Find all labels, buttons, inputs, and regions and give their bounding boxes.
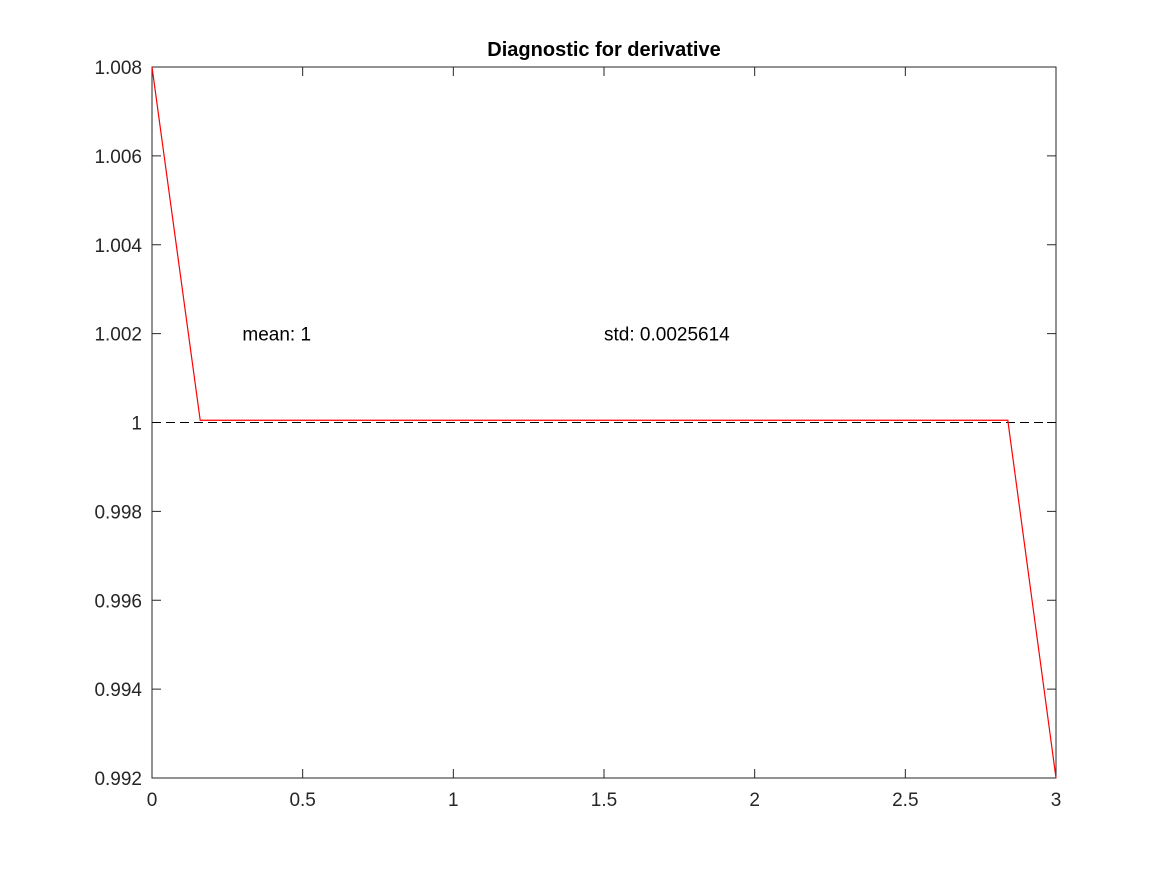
y-tick-label: 1.002 [94, 325, 142, 346]
x-tick-label: 0.5 [289, 790, 315, 811]
y-tick-label: 0.998 [94, 502, 142, 523]
chart-title: Diagnostic for derivative [487, 39, 720, 61]
annotation-text: std: 0.0025614 [604, 325, 730, 346]
y-tick-label: 1.008 [94, 58, 142, 79]
x-tick-label: 3 [1051, 790, 1062, 811]
x-tick-label: 1.5 [591, 790, 617, 811]
x-tick-label: 0 [147, 790, 158, 811]
y-tick-label: 1.006 [94, 147, 142, 168]
x-tick-label: 2.5 [892, 790, 918, 811]
y-tick-label: 1.004 [94, 236, 142, 257]
y-tick-label: 0.994 [94, 680, 142, 701]
series-line-0 [151, 66, 1057, 779]
y-tick-label: 0.996 [94, 591, 142, 612]
x-tick-label: 2 [749, 790, 760, 811]
y-tick-label: 0.992 [94, 769, 142, 790]
y-tick-label: 1 [131, 414, 142, 435]
x-tick-label: 1 [448, 790, 459, 811]
plot-area: 0 0.5 1 1.5 2 2.5 3 0.992 0.994 0.996 0.998 1 1.002 1… [94, 58, 1061, 811]
annotation-text: mean: 1 [242, 325, 311, 346]
